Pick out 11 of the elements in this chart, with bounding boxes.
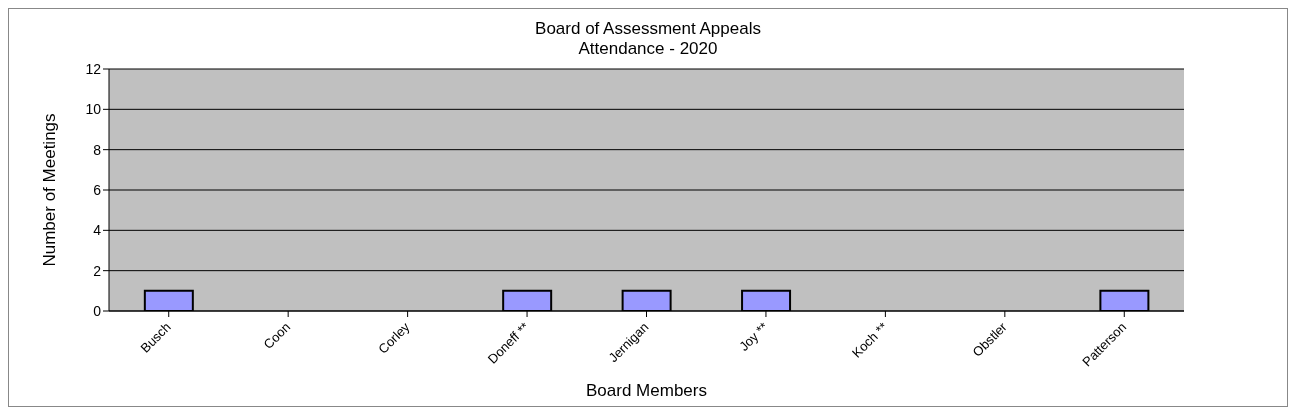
y-tick-label: 12 bbox=[85, 60, 102, 77]
x-axis-title: Board Members bbox=[586, 381, 707, 400]
y-tick-label: 10 bbox=[85, 101, 102, 118]
y-axis-title: Number of Meetings bbox=[40, 113, 60, 267]
y-tick-label: 2 bbox=[93, 262, 102, 279]
y-tick-label: 4 bbox=[93, 222, 102, 239]
y-tick-label: 6 bbox=[93, 181, 102, 198]
y-tick-label: 0 bbox=[93, 302, 102, 319]
x-tick-label: Joy ** bbox=[736, 319, 771, 354]
y-tick-label: 8 bbox=[93, 141, 102, 158]
chart-title: Board of Assessment Appeals Attendance - 2020 bbox=[534, 19, 762, 59]
